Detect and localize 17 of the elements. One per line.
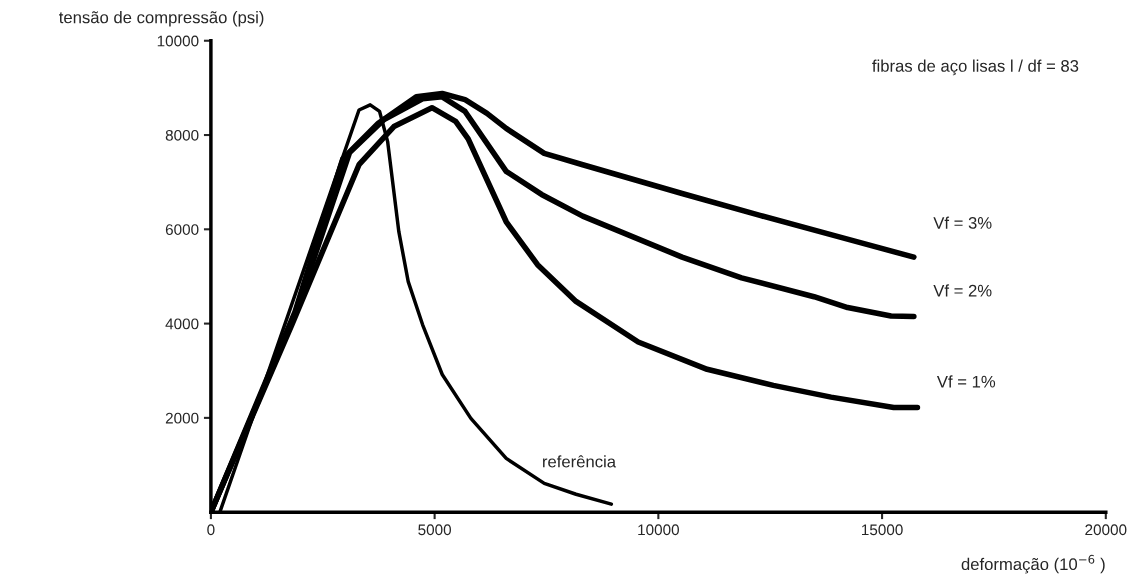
x-tick-label: 10000 — [638, 524, 679, 536]
x-tick-label: 15000 — [862, 524, 903, 536]
y-tick-label: 8000 — [165, 129, 199, 141]
x-tick-label: 0 — [207, 524, 215, 536]
series-label: Vf = 1% — [936, 375, 996, 388]
series-label: Vf = 2% — [933, 284, 992, 297]
y-tick-label: 10000 — [157, 35, 199, 47]
x-tick-label: 20000 — [1085, 524, 1127, 536]
y-tick-label: 6000 — [165, 224, 199, 235]
y-axis-title: tensão de compressão (psi) — [59, 11, 264, 27]
annotation: fibras de aço lisas l / df = 83 — [872, 59, 1079, 76]
y-tick-label: 2000 — [165, 412, 199, 424]
y-tick-label: 4000 — [165, 318, 199, 330]
x-axis-title: deformação (10$^{−6}$ ) — [961, 554, 1105, 574]
x-tick-label: 5000 — [418, 524, 452, 536]
text: Vf = 3% — [933, 216, 992, 229]
series-label: referência — [543, 455, 617, 468]
